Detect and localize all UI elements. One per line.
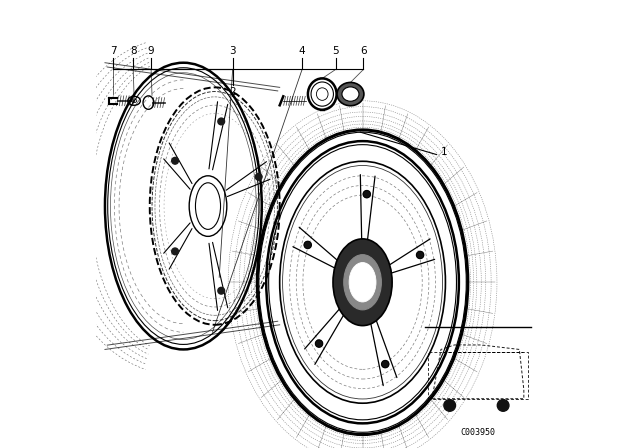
Circle shape — [218, 118, 225, 125]
Text: 9: 9 — [148, 47, 154, 56]
Ellipse shape — [333, 239, 392, 326]
Ellipse shape — [342, 87, 359, 101]
Circle shape — [497, 400, 509, 411]
Ellipse shape — [344, 254, 381, 310]
Text: 1: 1 — [441, 147, 447, 157]
Circle shape — [381, 361, 389, 368]
Circle shape — [304, 241, 311, 249]
Text: 4: 4 — [299, 47, 305, 56]
Text: 2: 2 — [229, 87, 236, 97]
Circle shape — [218, 287, 225, 294]
Ellipse shape — [349, 263, 376, 302]
Circle shape — [363, 190, 371, 198]
Ellipse shape — [337, 82, 364, 106]
Circle shape — [255, 173, 262, 180]
Text: 6: 6 — [360, 47, 367, 56]
Text: 3: 3 — [229, 47, 236, 56]
Text: 5: 5 — [332, 47, 339, 56]
Circle shape — [172, 248, 179, 255]
Circle shape — [417, 251, 424, 258]
Text: C003950: C003950 — [460, 428, 495, 437]
Circle shape — [444, 400, 456, 411]
Text: 8: 8 — [130, 47, 136, 56]
Circle shape — [316, 340, 323, 347]
Circle shape — [172, 157, 179, 164]
Text: 7: 7 — [109, 47, 116, 56]
